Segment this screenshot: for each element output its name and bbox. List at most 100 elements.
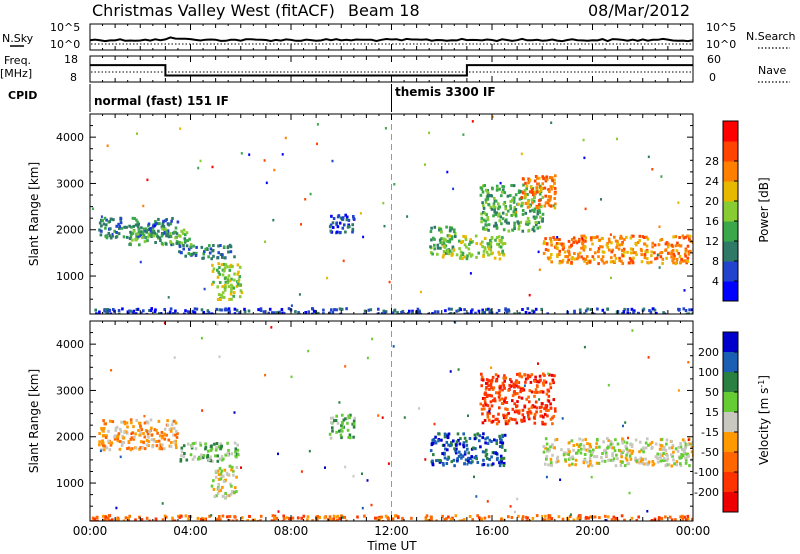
- power-cell: [167, 235, 171, 239]
- velocity-cell: [441, 514, 444, 518]
- velocity-cell: [521, 418, 524, 422]
- velocity-cell: [218, 489, 221, 493]
- power-cell: [691, 312, 693, 314]
- velocity-cell: [486, 442, 490, 445]
- velocity-cell: [592, 448, 595, 452]
- velocity-cell: [674, 447, 678, 451]
- power-cell: [552, 236, 555, 239]
- power-cell: [439, 227, 443, 231]
- power-cell: [545, 175, 549, 179]
- power-cell: [501, 236, 504, 240]
- power-cell: [519, 190, 523, 194]
- velocity-cell: [482, 458, 485, 462]
- power-cell: [129, 235, 133, 239]
- power-cell: [622, 247, 626, 251]
- velocity-cell: [150, 438, 154, 442]
- velocity-cell: [174, 439, 177, 443]
- power-cell: [203, 250, 206, 254]
- power-cell: [108, 234, 112, 238]
- velocity-cell: [220, 444, 223, 448]
- power-cell: [616, 239, 619, 243]
- y-tick-label: 4000: [56, 338, 84, 351]
- velocity-cell: [528, 389, 532, 393]
- power-cell: [481, 240, 484, 244]
- velocity-cell: [213, 495, 217, 499]
- power-cell: [462, 234, 465, 238]
- power-cell: [347, 218, 351, 222]
- velocity-cell: [332, 517, 335, 521]
- velocity-cell: [647, 460, 651, 464]
- power-cell: [680, 258, 683, 262]
- velocity-cell: [102, 426, 106, 430]
- power-cell: [684, 309, 688, 312]
- power-cell: [484, 198, 488, 202]
- velocity-cell: [597, 461, 601, 465]
- power-cell: [521, 177, 525, 181]
- power-cell: [336, 225, 340, 229]
- velocity-cell: [201, 516, 204, 520]
- power-cell: [348, 225, 351, 229]
- power-cell: [482, 249, 486, 253]
- power-cell: [502, 253, 506, 257]
- velocity-cell: [604, 451, 608, 455]
- velocity-cell: [604, 448, 607, 452]
- velocity-cell: [521, 515, 525, 519]
- velocity-cell: [282, 517, 286, 521]
- velocity-cell: [338, 429, 341, 433]
- power-cell: [536, 212, 540, 216]
- power-cell: [608, 248, 611, 252]
- velocity-cell: [227, 494, 231, 498]
- power-cell: [491, 186, 494, 190]
- power-cell: [544, 237, 547, 241]
- power-cell: [555, 242, 559, 245]
- velocity-cell: [424, 458, 427, 461]
- velocity-cell: [458, 450, 461, 454]
- velocity-cell: [523, 405, 527, 409]
- velocity-cell: [410, 516, 413, 520]
- power-cell: [136, 132, 138, 135]
- power-cell: [337, 214, 341, 218]
- velocity-cell: [482, 462, 486, 466]
- velocity-cell: [553, 374, 556, 378]
- velocity-cell: [328, 432, 332, 436]
- velocity-cell: [222, 494, 225, 498]
- velocity-cell: [449, 517, 453, 521]
- power-cell: [501, 217, 505, 221]
- velocity-cell: [435, 459, 438, 463]
- velocity-cell: [658, 447, 662, 451]
- velocity-cell: [466, 463, 469, 466]
- power-cell: [533, 192, 537, 196]
- velocity-cell: [548, 373, 551, 377]
- power-cell: [104, 226, 107, 230]
- power-cell: [598, 238, 602, 242]
- velocity-cell: [515, 404, 519, 408]
- velocity-cell: [240, 466, 242, 469]
- power-cell: [670, 252, 673, 256]
- power-cell: [134, 312, 138, 314]
- velocity-cell: [543, 379, 546, 383]
- velocity-cell: [96, 519, 99, 521]
- velocity-cell: [654, 455, 658, 459]
- velocity-cell: [497, 395, 501, 399]
- power-cell: [482, 253, 485, 257]
- velocity-cell: [271, 514, 275, 518]
- power-cell: [91, 207, 94, 210]
- velocity-cell: [227, 519, 231, 521]
- velocity-cell: [185, 458, 189, 462]
- power-cell: [155, 221, 158, 225]
- power-cell: [621, 252, 624, 256]
- velocity-cell: [639, 440, 642, 444]
- power-cell: [540, 186, 543, 190]
- velocity-cell: [587, 464, 590, 468]
- power-cell: [507, 308, 510, 312]
- velocity-cell: [676, 449, 680, 453]
- velocity-cell: [157, 439, 161, 443]
- power-cell: [635, 253, 638, 257]
- velocity-cell: [542, 383, 545, 387]
- velocity-cell: [682, 451, 686, 454]
- power-cell: [677, 251, 680, 255]
- power-cell: [222, 262, 226, 266]
- velocity-cell: [231, 519, 235, 521]
- power-cell: [687, 252, 691, 256]
- velocity-cell: [575, 443, 579, 447]
